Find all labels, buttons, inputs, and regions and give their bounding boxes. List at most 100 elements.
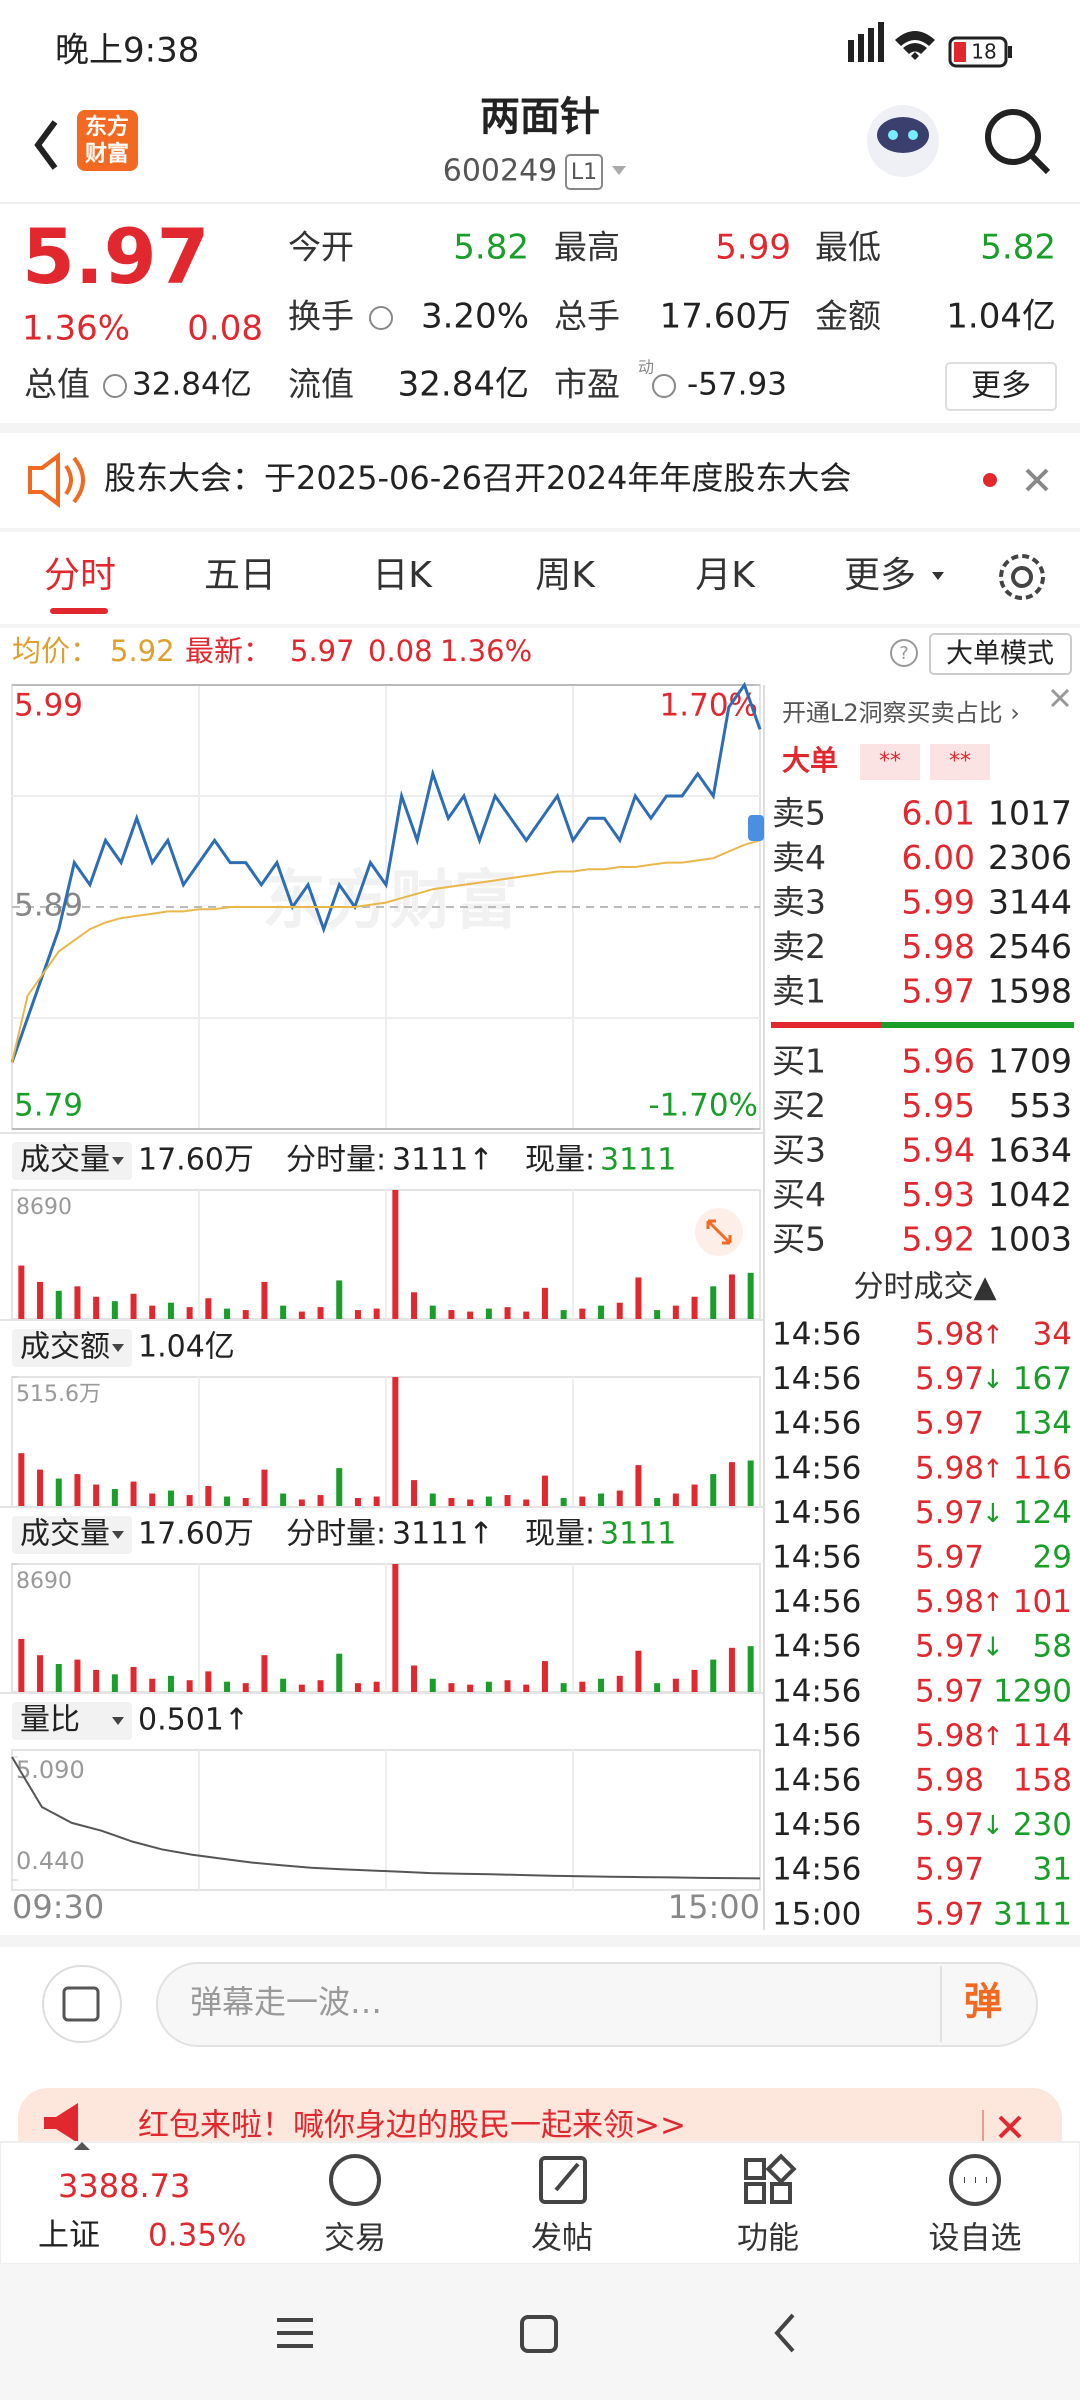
- tab-dropdown[interactable]: [932, 572, 944, 580]
- volume-bar: [710, 1474, 717, 1507]
- tab[interactable]: 分时: [44, 555, 116, 596]
- l2-promo[interactable]: 开通L2洞察买卖占比 ›: [782, 699, 1020, 727]
- y2-tick-label: -1.70%: [648, 1088, 758, 1124]
- change: 0.08: [187, 309, 263, 349]
- field-value: 5.99: [715, 228, 791, 268]
- trade-price: 5.97: [915, 1673, 984, 1709]
- close-promo[interactable]: [1050, 688, 1070, 708]
- trade-time: 14:56: [772, 1540, 861, 1576]
- y-tick-label: 8690: [16, 1195, 72, 1220]
- tab[interactable]: 五日: [204, 555, 276, 596]
- volume-bar: [111, 1489, 118, 1507]
- close-banner[interactable]: [998, 2115, 1022, 2139]
- volume-bar: [448, 1498, 455, 1507]
- nav-item[interactable]: 设自选: [929, 2221, 1022, 2257]
- book-volume: 1598: [988, 972, 1072, 1011]
- help-icon[interactable]: [890, 639, 918, 667]
- volume-bar: [149, 1305, 156, 1319]
- book-volume: 1017: [988, 794, 1072, 833]
- nav-item[interactable]: 发帖: [531, 2221, 593, 2257]
- field-value: 3.20%: [421, 297, 529, 337]
- panel-label: 分时量:: [286, 1143, 386, 1178]
- trade-direction: ↓: [982, 1499, 1004, 1529]
- search-button[interactable]: [985, 109, 1051, 175]
- trade-volume: 34: [1033, 1317, 1072, 1353]
- back-button[interactable]: [34, 120, 58, 170]
- tab[interactable]: 更多: [844, 555, 916, 596]
- trade-direction: ↑: [982, 1454, 1004, 1484]
- notice-text[interactable]: 股东大会：于2025-06-26召开2024年年度股东大会: [104, 459, 851, 497]
- volume-bar: [18, 1453, 25, 1507]
- mode-label[interactable]: 大单模式: [946, 639, 1054, 670]
- volume-bar: [747, 1272, 754, 1319]
- volume-bar: [111, 1674, 118, 1692]
- y-tick-label: 515.6万: [16, 1382, 101, 1407]
- more-button[interactable]: [945, 362, 1057, 411]
- volume-bar: [541, 1287, 548, 1319]
- panel-selector[interactable]: [12, 1329, 132, 1367]
- volume-bar: [523, 1311, 530, 1319]
- book-volume: 553: [1009, 1086, 1072, 1125]
- danmu-button[interactable]: 弹: [964, 1980, 1002, 2024]
- volume-bar: [55, 1290, 62, 1319]
- panel-total: 0.501↑: [138, 1703, 249, 1738]
- level-dropdown[interactable]: [612, 166, 626, 175]
- megaphone-icon: [44, 2103, 78, 2143]
- nav-item[interactable]: 功能: [737, 2221, 799, 2257]
- book-label: 卖2: [772, 927, 826, 966]
- volume-bar: [261, 1469, 268, 1507]
- volume-bar: [654, 1498, 661, 1507]
- tab[interactable]: 周K: [535, 555, 596, 596]
- trade-volume: 114: [1013, 1718, 1072, 1754]
- trade-volume: 230: [1013, 1807, 1072, 1843]
- field-label: 金额: [815, 297, 881, 336]
- settings-button[interactable]: [999, 554, 1045, 600]
- comment-input[interactable]: [156, 1962, 1038, 2047]
- nav-icons: [329, 2153, 1001, 2206]
- volume-bar: [354, 1498, 361, 1507]
- panel-title: 量比: [20, 1703, 80, 1738]
- y-tick-label: 5.090: [16, 1756, 85, 1784]
- trade-volume: 101: [1013, 1584, 1072, 1620]
- panel-selector[interactable]: [12, 1702, 132, 1740]
- y-tick-label: 0.440: [16, 1847, 85, 1875]
- book-price: 5.96: [902, 1042, 975, 1081]
- volume-bar: [728, 1274, 735, 1319]
- index-toggle[interactable]: [74, 2142, 90, 2150]
- volume-bar: [298, 1311, 305, 1319]
- panel-total: 17.60万: [138, 1143, 254, 1178]
- volume-bar: [186, 1495, 193, 1507]
- volume-bar: [523, 1499, 530, 1507]
- trade-time: 14:56: [772, 1807, 861, 1843]
- comment-settings[interactable]: [42, 1965, 122, 2043]
- more-button-label[interactable]: 更多: [971, 369, 1031, 404]
- nav-item[interactable]: 交易: [324, 2221, 386, 2257]
- volume-bar: [635, 1650, 642, 1692]
- ratio-bar-buy: [881, 1022, 1074, 1028]
- book-price: 5.92: [902, 1220, 975, 1259]
- volume-bar: [579, 1681, 586, 1692]
- trades-title[interactable]: 分时成交▲: [853, 1270, 996, 1305]
- level-box: [565, 154, 603, 190]
- trade-price: 5.97: [915, 1852, 984, 1888]
- book-price: 6.01: [902, 794, 975, 833]
- last-price: 5.97: [22, 212, 210, 301]
- panel-selector[interactable]: [12, 1142, 132, 1180]
- volume-bar: [392, 1377, 399, 1507]
- volume-bar: [373, 1308, 380, 1319]
- field-label: 最低: [815, 228, 881, 267]
- system-nav-buttons[interactable]: [277, 2313, 795, 2353]
- mode-button[interactable]: [929, 633, 1072, 675]
- volume-bar: [485, 1308, 492, 1319]
- panel-selector[interactable]: [12, 1516, 132, 1554]
- volume-bar: [37, 1655, 44, 1692]
- trade-time: 14:56: [772, 1852, 861, 1888]
- tab[interactable]: 日K: [372, 555, 433, 596]
- close-notice[interactable]: [1025, 468, 1049, 492]
- chart-tip: [748, 815, 764, 841]
- tab[interactable]: 月K: [695, 555, 756, 596]
- trade-price: 5.98: [915, 1317, 984, 1353]
- book-label: 买5: [772, 1220, 826, 1259]
- panel-total: 1.04亿: [138, 1330, 235, 1365]
- assistant-avatar[interactable]: [867, 105, 939, 177]
